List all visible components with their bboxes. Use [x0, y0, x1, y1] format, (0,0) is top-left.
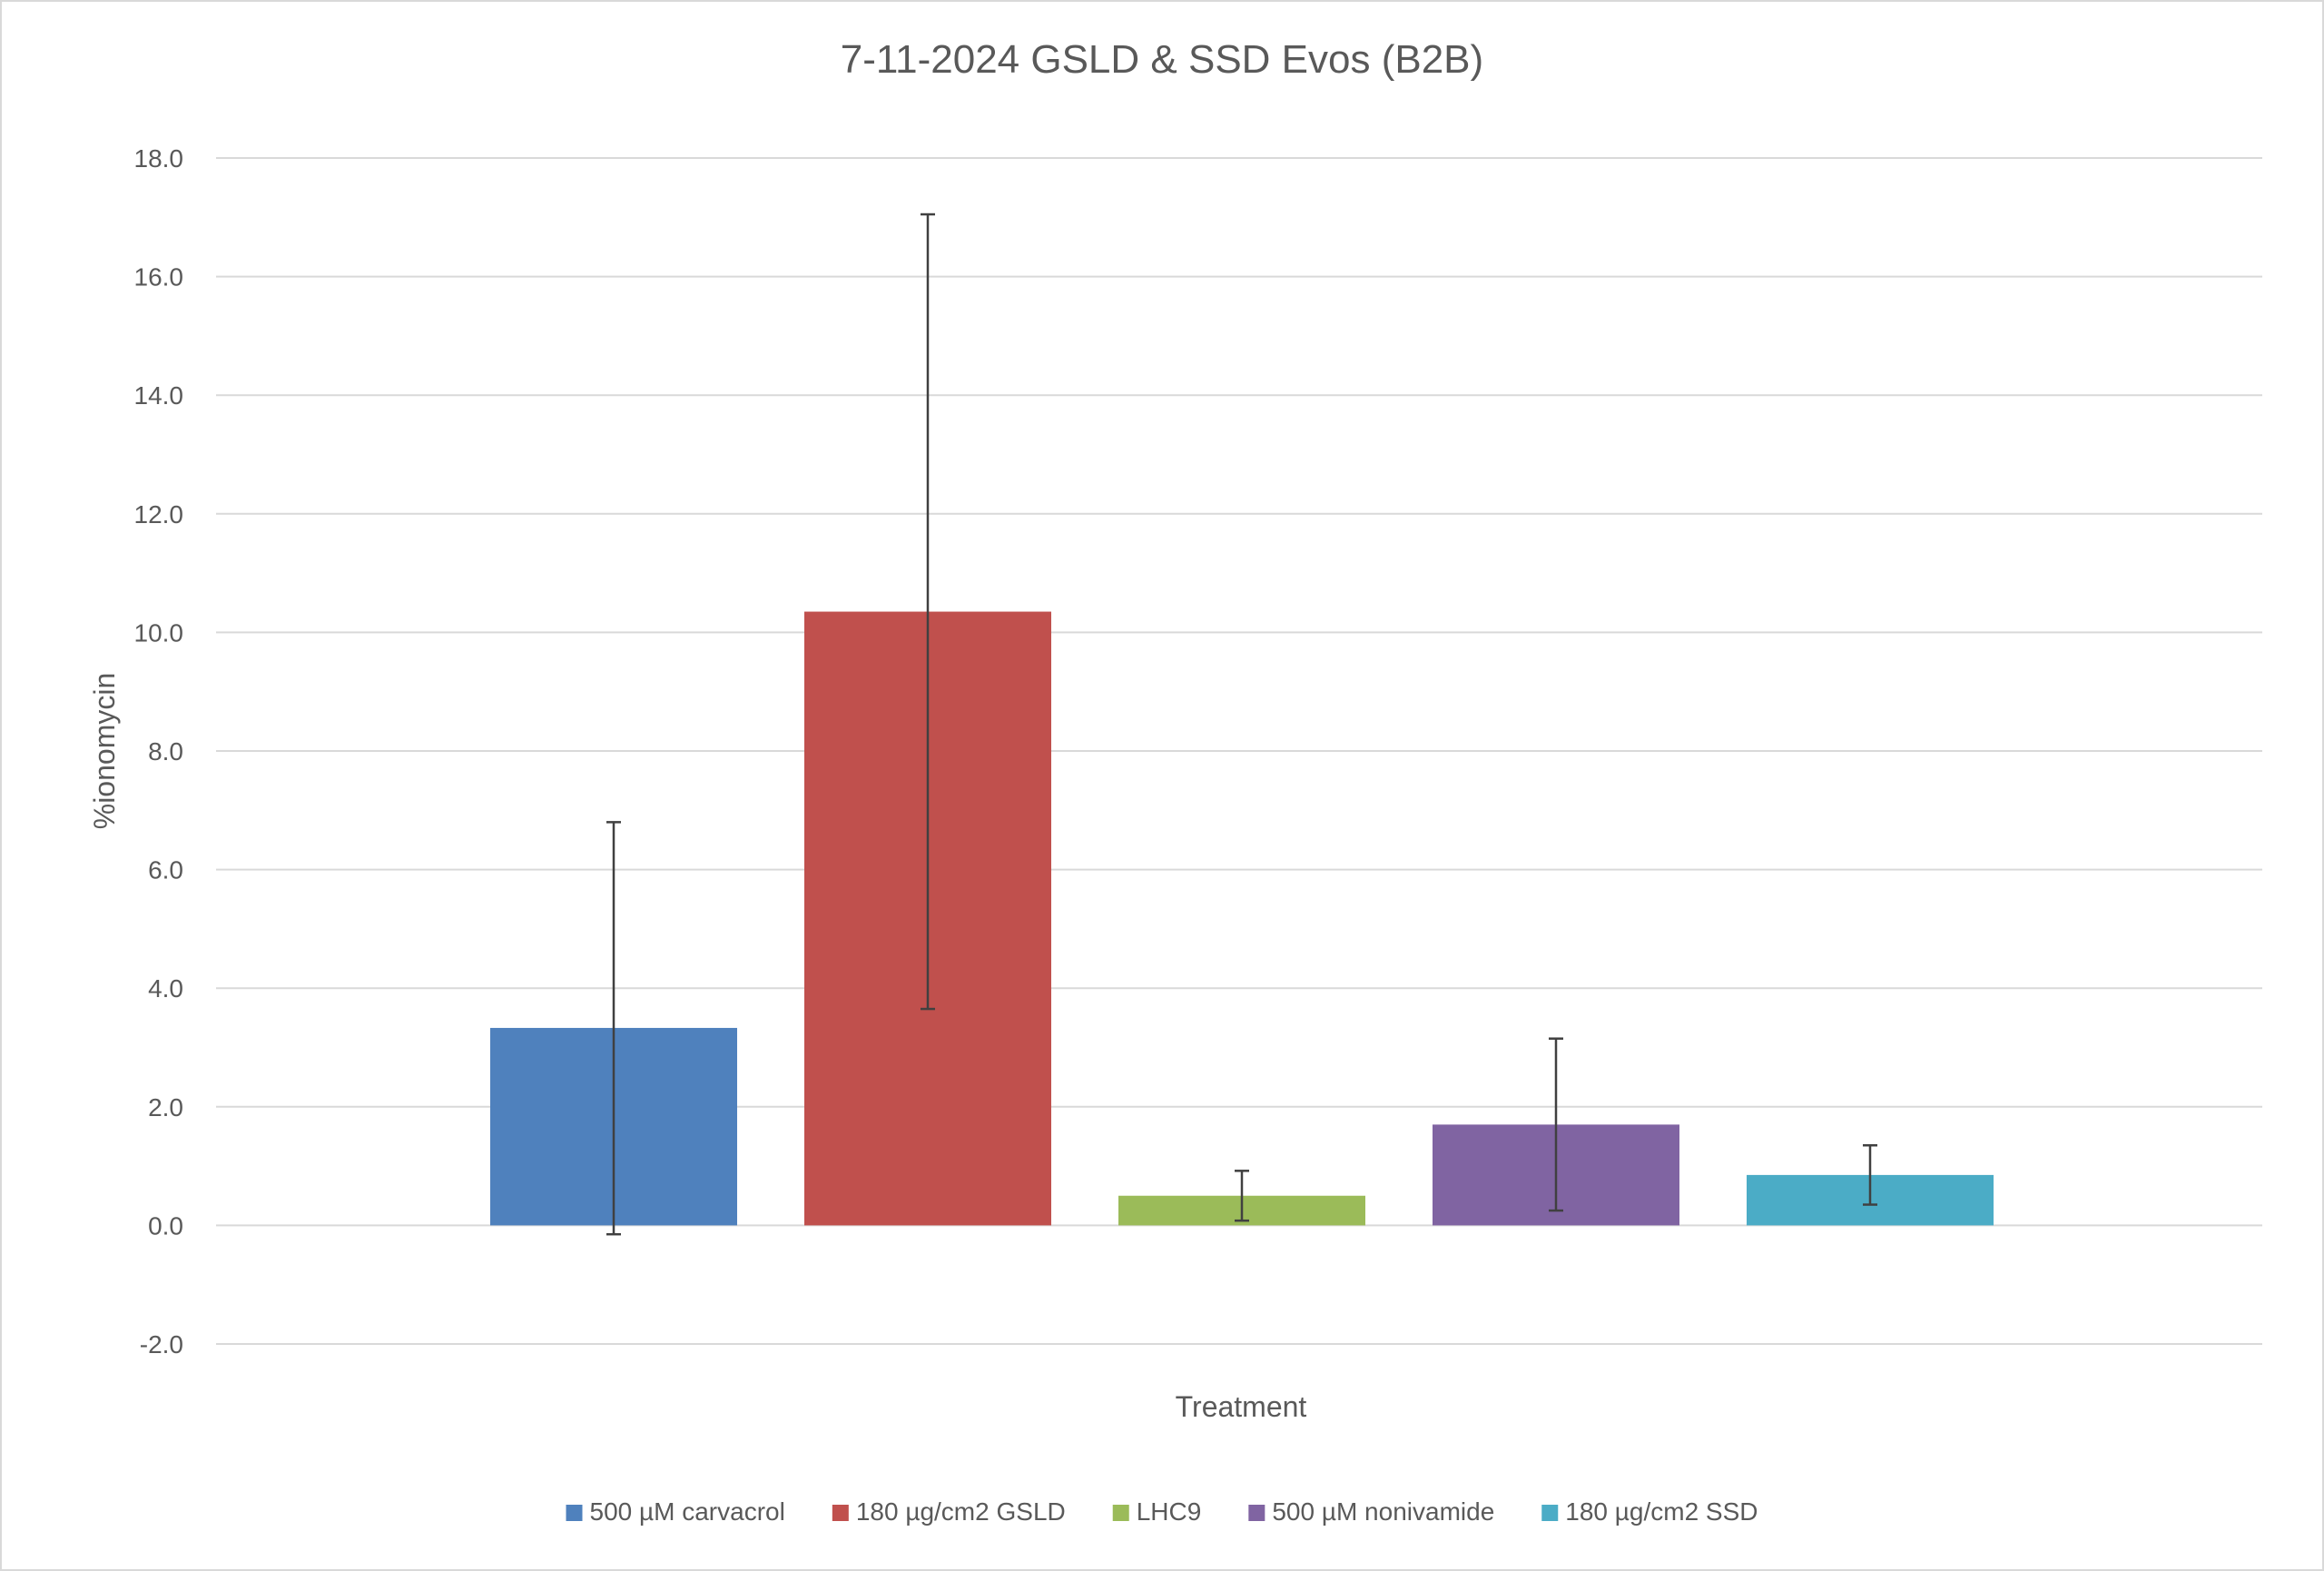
y-tick-label: 2.0 — [148, 1093, 183, 1121]
bars — [490, 611, 1994, 1226]
y-tick-label: 14.0 — [134, 381, 184, 410]
legend-label: 180 µg/cm2 GSLD — [856, 1497, 1066, 1526]
y-tick-label: 16.0 — [134, 263, 184, 291]
y-tick-label: 10.0 — [134, 618, 184, 647]
legend-item: LHC9 — [1112, 1497, 1202, 1526]
legend-label: 500 µM carvacrol — [590, 1497, 785, 1526]
y-tick-label: -2.0 — [140, 1330, 183, 1359]
y-tick-label: 12.0 — [134, 500, 184, 529]
legend: 500 µM carvacrol 180 µg/cm2 GSLD LHC9 500 µ… — [566, 1497, 1758, 1526]
y-tick-label: 0.0 — [148, 1211, 183, 1240]
legend-swatch — [1112, 1505, 1129, 1521]
legend-label: 500 µM nonivamide — [1272, 1497, 1494, 1526]
x-axis-title: Treatment — [1176, 1390, 1307, 1423]
y-axis-title: %ionomycin — [88, 673, 121, 830]
legend-item: 500 µM carvacrol — [566, 1497, 785, 1526]
legend-item: 500 µM nonivamide — [1248, 1497, 1494, 1526]
legend-label: LHC9 — [1137, 1497, 1202, 1526]
chart-title: 7-11-2024 GSLD & SSD Evos (B2B) — [841, 37, 1483, 82]
legend-label: 180 µg/cm2 SSD — [1565, 1497, 1758, 1526]
error-bars — [606, 212, 1877, 1236]
y-tick-label: 8.0 — [148, 737, 183, 766]
legend-item: 180 µg/cm2 SSD — [1541, 1497, 1758, 1526]
y-axis-ticks: 18.0 16.0 14.0 12.0 10.0 8.0 6.0 4.0 2.0 0.0 -2.0 — [134, 144, 184, 1359]
legend-swatch — [566, 1505, 583, 1521]
legend-swatch — [832, 1505, 849, 1521]
y-tick-label: 6.0 — [148, 856, 183, 884]
legend-swatch — [1248, 1505, 1265, 1521]
legend-item: 180 µg/cm2 GSLD — [832, 1497, 1066, 1526]
legend-swatch — [1541, 1505, 1559, 1521]
y-tick-label: 18.0 — [134, 144, 184, 173]
y-tick-label: 4.0 — [148, 974, 183, 1003]
